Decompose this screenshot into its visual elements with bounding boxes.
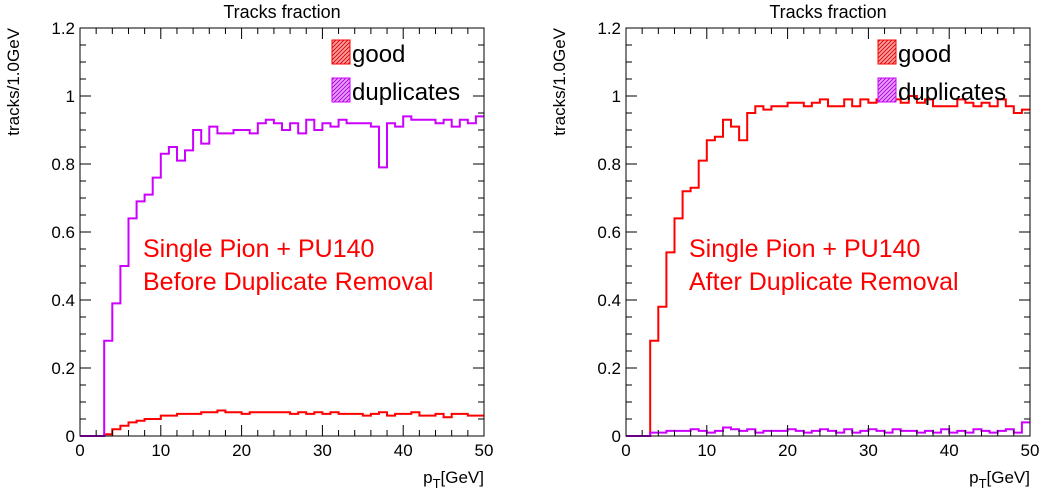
y-tick-label: 0.8 <box>51 155 75 174</box>
x-tick-label: 20 <box>778 441 797 460</box>
legend-swatch-duplicates <box>331 77 351 103</box>
series-line-good <box>80 409 484 437</box>
y-tick-label: 0.2 <box>51 359 75 378</box>
legend-label-duplicates: duplicates <box>352 79 460 106</box>
y-tick-label: 0.6 <box>597 223 621 242</box>
y-tick-label: 0.4 <box>51 291 75 310</box>
x-tick-label: 40 <box>940 441 959 460</box>
y-tick-label: 0.4 <box>597 291 621 310</box>
x-tick-label: 50 <box>475 441 494 460</box>
y-tick-label: 1.2 <box>597 19 621 38</box>
y-tick-label: 0.8 <box>597 155 621 174</box>
y-tick-label: 0 <box>612 427 621 446</box>
x-tick-label: 40 <box>394 441 413 460</box>
x-axis-title: pT[GeV] <box>969 468 1030 491</box>
x-tick-label: 30 <box>313 441 332 460</box>
y-tick-label: 0.2 <box>597 359 621 378</box>
series-line-duplicates <box>626 421 1030 437</box>
plot-title: Tracks fraction <box>223 2 340 22</box>
annotation-line-2: After Duplicate Removal <box>689 268 959 296</box>
chart-panel-1: 0 10 20 30 40 50 0 0.2 0.4 0.6 0.8 1 1.2 Tracks fract… <box>4 2 493 491</box>
annotation-line-1: Single Pion + PU140 <box>143 235 374 263</box>
x-tick-label: 0 <box>75 441 84 460</box>
legend-swatch-duplicates <box>877 77 897 103</box>
y-tick-label: 0.6 <box>51 223 75 242</box>
y-tick-label: 1.2 <box>51 19 75 38</box>
legend-swatch-good <box>877 39 897 65</box>
x-tick-label: 20 <box>232 441 251 460</box>
legend-label-good: good <box>898 41 951 68</box>
annotation-line-1: Single Pion + PU140 <box>689 235 920 263</box>
legend-swatch-good <box>331 39 351 65</box>
x-axis-title: pT[GeV] <box>423 468 484 491</box>
annotation-line-2: Before Duplicate Removal <box>143 268 433 296</box>
y-axis-title: tracks/1.0GeV <box>4 27 23 135</box>
chart-panel-2: 0 10 20 30 40 50 0 0.2 0.4 0.6 0.8 1 1.2 Tracks fract… <box>550 2 1039 491</box>
x-tick-label: 30 <box>859 441 878 460</box>
legend-label-good: good <box>352 41 405 68</box>
y-axis-title: tracks/1.0GeV <box>550 27 569 135</box>
x-tick-label: 10 <box>151 441 170 460</box>
y-tick-label: 1 <box>66 87 75 106</box>
x-tick-label: 50 <box>1021 441 1040 460</box>
x-tick-label: 0 <box>621 441 630 460</box>
plot-title: Tracks fraction <box>769 2 886 22</box>
y-tick-label: 0 <box>66 427 75 446</box>
series-line-good <box>626 95 1030 437</box>
legend-label-duplicates: duplicates <box>898 79 1006 106</box>
x-tick-label: 10 <box>697 441 716 460</box>
series-line-duplicates <box>80 115 484 437</box>
y-tick-label: 1 <box>612 87 621 106</box>
